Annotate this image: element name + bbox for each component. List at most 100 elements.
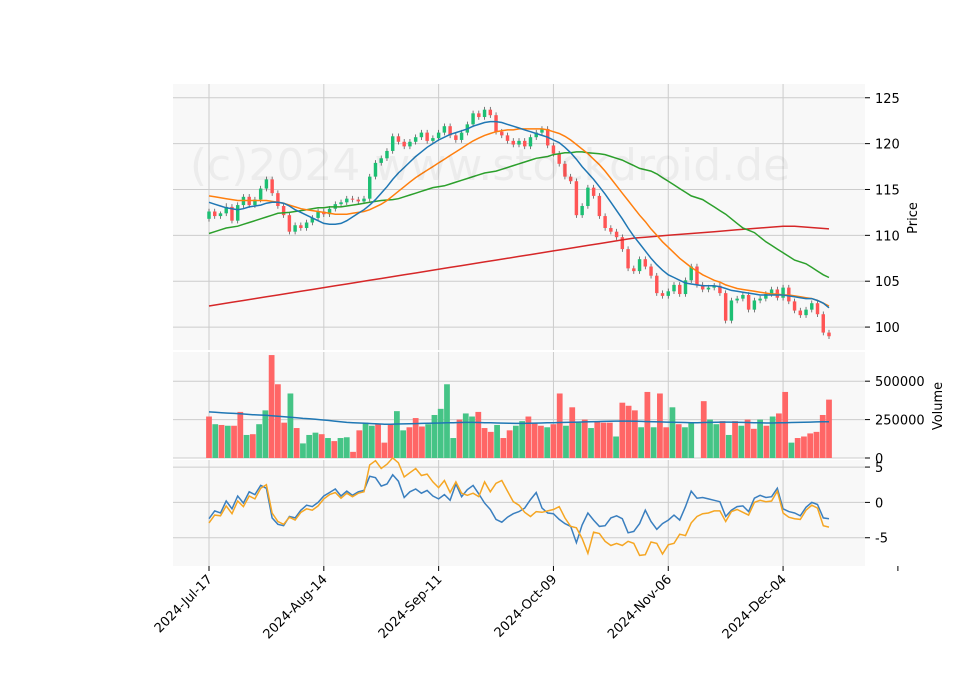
volume-bar — [481, 428, 488, 458]
volume-bar — [500, 438, 507, 458]
candle-body — [477, 113, 481, 118]
candle-body — [804, 309, 808, 316]
volume-bar — [487, 431, 494, 458]
candle-body — [224, 206, 228, 214]
candle-body — [666, 291, 670, 296]
volume-bar — [776, 413, 782, 458]
candle-body — [500, 131, 504, 136]
volume-bar — [306, 434, 313, 458]
candle-body — [781, 287, 785, 298]
candle-body — [264, 179, 269, 189]
volume-bar — [206, 416, 212, 458]
candle-body — [678, 284, 682, 295]
watermark: (c)2024 www.stockdroid.de — [190, 140, 790, 191]
candle-body — [706, 287, 711, 290]
volume-bar — [550, 424, 557, 458]
signal-line — [208, 456, 830, 557]
candle-body — [270, 179, 274, 194]
candle-body — [258, 188, 263, 200]
candle-body — [746, 294, 751, 310]
volume-bar — [312, 432, 319, 458]
volume-bar — [462, 413, 469, 458]
candle-body — [551, 145, 556, 154]
candle-body — [603, 216, 607, 229]
volume-bar — [594, 421, 601, 458]
volume-bar — [682, 427, 688, 458]
price-axis-title: Price — [906, 202, 921, 234]
candle-body — [511, 140, 515, 145]
candle-body — [672, 284, 676, 292]
volume-bar — [212, 424, 219, 458]
volume-bar — [538, 425, 544, 458]
candle-body — [419, 132, 424, 138]
price-y-tick-label: 100 — [875, 321, 900, 336]
candle-body — [505, 135, 510, 141]
candle-body — [540, 128, 544, 133]
volume-bar — [375, 424, 381, 458]
candle-body — [471, 113, 475, 125]
volume-bar — [387, 424, 394, 458]
candle-body — [385, 150, 389, 159]
ma50-line — [208, 151, 830, 279]
volume-y-tick-label: 250000 — [875, 414, 925, 429]
volume-bar — [381, 442, 388, 458]
candle-body — [230, 206, 234, 221]
volume-bar — [757, 419, 763, 458]
volume-bar — [331, 441, 338, 458]
candle-body — [563, 163, 567, 177]
volume-bar — [544, 427, 551, 458]
candle-body — [402, 141, 406, 147]
candle-body — [436, 132, 441, 139]
candle-body — [712, 285, 716, 288]
candle-body — [821, 314, 825, 333]
candle-body — [276, 193, 280, 206]
candle-body — [431, 138, 435, 141]
candle-body — [591, 187, 596, 196]
candle-body — [379, 158, 383, 163]
candle-body — [345, 198, 349, 203]
x-axis: 2024-Jul-17 2024-Aug-14 2024-Sep-11 2024-Oc… — [152, 566, 899, 642]
candle-body — [758, 298, 762, 301]
volume-bar — [826, 399, 832, 458]
candle-body — [580, 205, 584, 216]
volume-bar — [819, 414, 826, 458]
volume-bar — [243, 434, 250, 458]
volume-bar — [237, 411, 244, 458]
candle-body — [700, 284, 705, 290]
candle-body — [660, 293, 665, 296]
candle-body — [373, 162, 378, 177]
volume-bar — [725, 434, 732, 458]
volume-bar — [300, 443, 306, 458]
volume-bar — [600, 422, 607, 458]
volume-bar — [412, 418, 419, 458]
candle-body — [253, 199, 257, 206]
volume-bar — [763, 425, 770, 458]
volume-bar — [262, 410, 269, 458]
volume-bar — [644, 391, 651, 458]
volume-bar — [556, 393, 563, 458]
x-tick-label: 2024-Oct-09 — [492, 572, 560, 640]
volume-bar — [700, 401, 707, 458]
candle-body — [827, 332, 831, 337]
volume-bar — [256, 424, 262, 458]
macd-panel: -5 0 5 — [173, 456, 888, 566]
volume-bar — [713, 424, 720, 458]
x-tick-label: 2024-Dec-04 — [720, 572, 790, 642]
candle-body — [729, 300, 734, 321]
candle-body — [798, 310, 803, 316]
volume-y-tick-label: 500000 — [875, 375, 925, 390]
price-y-tick-label: 110 — [875, 229, 900, 244]
volume-bar — [606, 422, 613, 458]
volume-bar — [512, 425, 519, 458]
volume-bar — [425, 424, 432, 458]
candle-body — [235, 205, 240, 221]
volume-bar — [625, 405, 632, 458]
candle-body — [815, 303, 820, 315]
volume-bar — [218, 424, 225, 458]
candle-body — [442, 126, 447, 133]
candle-body — [723, 293, 728, 321]
candle-body — [637, 259, 642, 272]
volume-bar — [707, 419, 713, 458]
candle-body — [454, 135, 458, 140]
volume-bar — [450, 438, 457, 458]
